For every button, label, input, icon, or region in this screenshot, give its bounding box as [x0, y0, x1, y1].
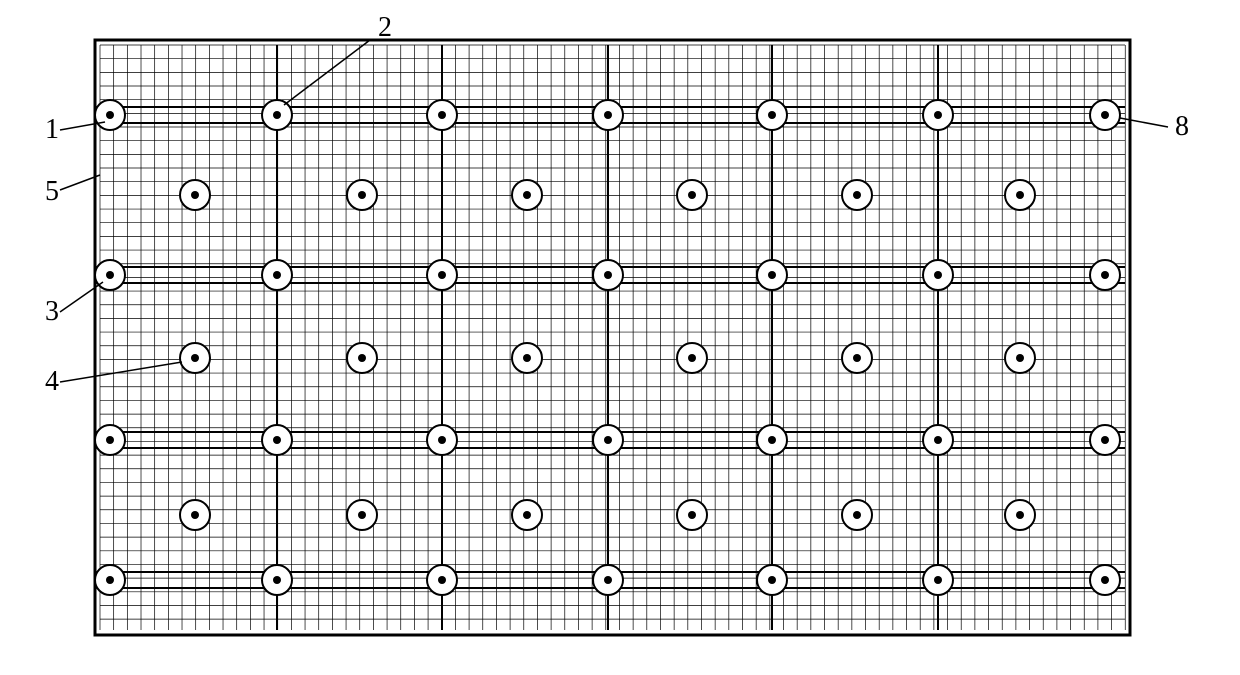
strip-node-r2-c0 [95, 425, 125, 455]
strip-node-r1-c0 [95, 260, 125, 290]
strip-node-r0-c4-dot [768, 111, 776, 119]
mid-node-r0-c3-dot [688, 191, 696, 199]
mid-node-r2-c1-dot [358, 511, 366, 519]
strip-node-r2-c1 [262, 425, 292, 455]
mid-node-r0-c1-dot [358, 191, 366, 199]
strip-node-r0-c6 [1090, 100, 1120, 130]
strip-node-r2-c1-dot [273, 436, 281, 444]
strip-node-r1-c5-dot [934, 271, 942, 279]
strip-node-r1-c1 [262, 260, 292, 290]
mid-node-r2-c2-dot [523, 511, 531, 519]
strip-node-r3-c5-dot [934, 576, 942, 584]
strip-node-r2-c2 [427, 425, 457, 455]
mid-node-r0-c4 [842, 180, 872, 210]
mid-node-r1-c3-dot [688, 354, 696, 362]
mid-node-r1-c1 [347, 343, 377, 373]
strip-node-r0-c0 [95, 100, 125, 130]
mid-node-r0-c5-dot [1016, 191, 1024, 199]
strip-node-r3-c2 [427, 565, 457, 595]
strip-node-r0-c2 [427, 100, 457, 130]
strip-node-r1-c4 [757, 260, 787, 290]
mid-node-r1-c4 [842, 343, 872, 373]
strip-node-r3-c0-dot [106, 576, 114, 584]
strip-node-r1-c6-dot [1101, 271, 1109, 279]
mid-node-r2-c0 [180, 500, 210, 530]
strip-node-r3-c6 [1090, 565, 1120, 595]
strip-node-r3-c3 [593, 565, 623, 595]
mid-node-r1-c2-dot [523, 354, 531, 362]
strip-node-r2-c3-dot [604, 436, 612, 444]
strip-node-r2-c5 [923, 425, 953, 455]
mid-node-r2-c0-dot [191, 511, 199, 519]
label-8: 8 [1175, 111, 1189, 142]
mid-node-r1-c4-dot [853, 354, 861, 362]
strip-node-r3-c0 [95, 565, 125, 595]
strip-node-r3-c4 [757, 565, 787, 595]
mid-node-r1-c2 [512, 343, 542, 373]
mid-node-r0-c2 [512, 180, 542, 210]
strip-node-r1-c2-dot [438, 271, 446, 279]
strip-node-r1-c1-dot [273, 271, 281, 279]
strip-node-r0-c6-dot [1101, 111, 1109, 119]
label-2: 2 [378, 12, 392, 43]
diagram-svg: 1 5 3 4 2 8 [0, 0, 1240, 675]
mid-node-r0-c3 [677, 180, 707, 210]
mid-node-r2-c4-dot [853, 511, 861, 519]
mid-node-r2-c3 [677, 500, 707, 530]
strip-node-r1-c2 [427, 260, 457, 290]
strip-node-r2-c4-dot [768, 436, 776, 444]
strip-node-r3-c6-dot [1101, 576, 1109, 584]
mid-node-r2-c5 [1005, 500, 1035, 530]
strip-node-r2-c2-dot [438, 436, 446, 444]
strip-node-r0-c2-dot [438, 111, 446, 119]
strip-node-r3-c2-dot [438, 576, 446, 584]
mid-node-r2-c4 [842, 500, 872, 530]
strip-node-r2-c6 [1090, 425, 1120, 455]
strip-node-r1-c0-dot [106, 271, 114, 279]
strip-node-r1-c5 [923, 260, 953, 290]
label-5: 5 [45, 176, 59, 207]
mid-node-r2-c2 [512, 500, 542, 530]
mid-node-r0-c0-dot [191, 191, 199, 199]
strip-node-r1-c3-dot [604, 271, 612, 279]
strip-node-r1-c6 [1090, 260, 1120, 290]
strip-node-r0-c0-dot [106, 111, 114, 119]
strip-node-r3-c3-dot [604, 576, 612, 584]
strip-node-r0-c1-dot [273, 111, 281, 119]
strip-node-r0-c3 [593, 100, 623, 130]
mid-node-r0-c4-dot [853, 191, 861, 199]
strip-node-r3-c1 [262, 565, 292, 595]
mid-node-r1-c3 [677, 343, 707, 373]
mid-node-r2-c5-dot [1016, 511, 1024, 519]
label-4: 4 [45, 366, 59, 397]
strip-node-r1-c4-dot [768, 271, 776, 279]
strip-node-r1-c3 [593, 260, 623, 290]
strip-node-r2-c0-dot [106, 436, 114, 444]
strip-node-r0-c4 [757, 100, 787, 130]
mid-node-r1-c5 [1005, 343, 1035, 373]
strip-node-r3-c5 [923, 565, 953, 595]
strip-node-r0-c5-dot [934, 111, 942, 119]
mid-node-r0-c2-dot [523, 191, 531, 199]
mid-node-r0-c5 [1005, 180, 1035, 210]
strip-node-r0-c5 [923, 100, 953, 130]
mid-node-r0-c0 [180, 180, 210, 210]
mid-node-r2-c3-dot [688, 511, 696, 519]
strip-node-r0-c3-dot [604, 111, 612, 119]
mid-node-r1-c1-dot [358, 354, 366, 362]
strip-node-r0-c1 [262, 100, 292, 130]
strip-node-r2-c5-dot [934, 436, 942, 444]
strip-node-r2-c3 [593, 425, 623, 455]
strip-node-r3-c4-dot [768, 576, 776, 584]
label-1: 1 [45, 114, 59, 145]
mid-node-r1-c5-dot [1016, 354, 1024, 362]
strip-node-r2-c4 [757, 425, 787, 455]
mid-node-r0-c1 [347, 180, 377, 210]
mid-node-r1-c0 [180, 343, 210, 373]
strip-node-r3-c1-dot [273, 576, 281, 584]
mid-node-r1-c0-dot [191, 354, 199, 362]
mid-node-r2-c1 [347, 500, 377, 530]
strip-node-r2-c6-dot [1101, 436, 1109, 444]
label-3: 3 [45, 296, 59, 327]
